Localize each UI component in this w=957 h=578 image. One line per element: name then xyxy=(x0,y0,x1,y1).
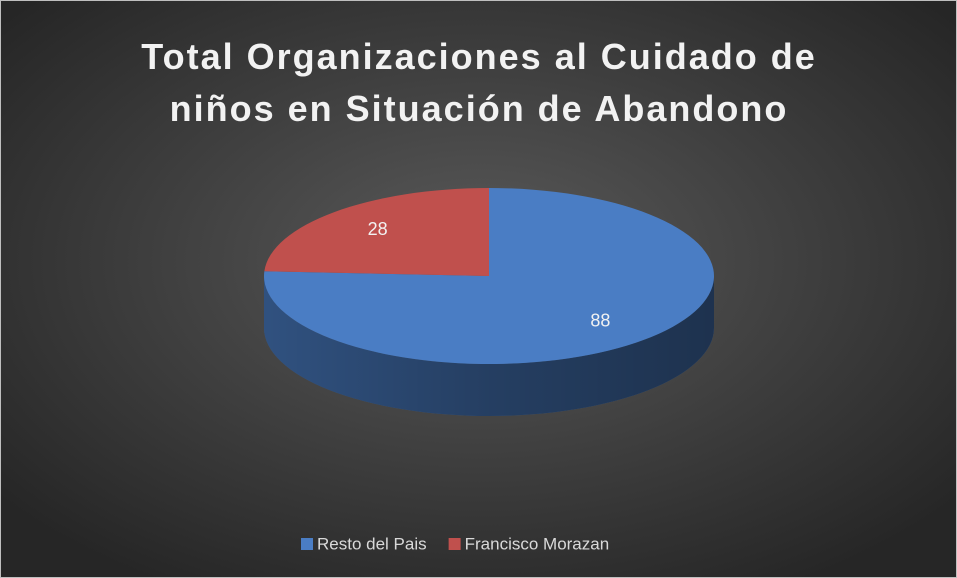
legend-label: Francisco Morazan xyxy=(465,534,610,553)
chart-title: Total Organizaciones al Cuidado de niños… xyxy=(141,36,817,129)
legend-swatch xyxy=(448,538,461,550)
slice-side-shade xyxy=(264,276,714,416)
slice xyxy=(264,188,489,276)
legend-label: Resto del Pais xyxy=(317,534,427,553)
data-label: 28 xyxy=(368,219,388,239)
legend-swatch xyxy=(301,538,313,550)
data-label: 88 xyxy=(590,311,610,331)
